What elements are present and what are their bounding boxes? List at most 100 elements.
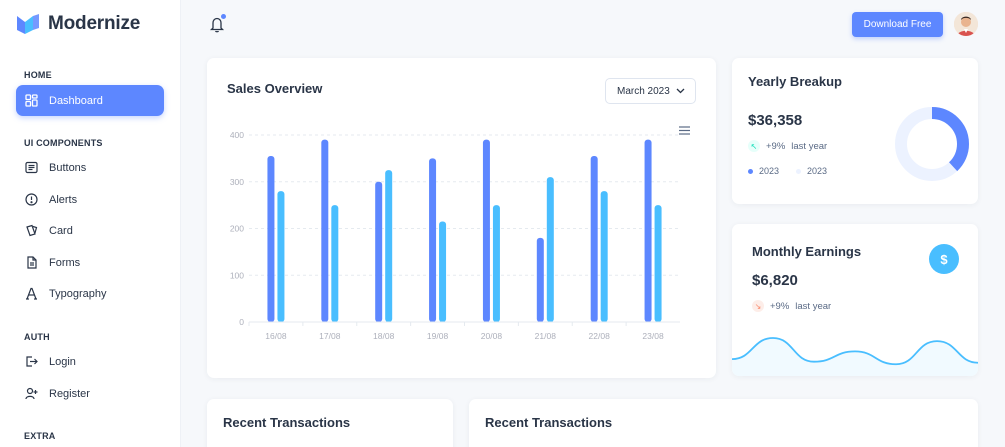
sidebar-item-card[interactable]: Card: [16, 215, 164, 246]
yearly-breakup-title: Yearly Breakup: [748, 74, 842, 89]
bar: [600, 191, 608, 322]
notification-dot: [221, 14, 226, 19]
legend-dot-secondary: [796, 168, 801, 174]
user-plus-icon: [24, 387, 38, 401]
chevron-down-icon: [676, 86, 685, 97]
x-tick-label: 22/08: [589, 331, 611, 341]
arrow-up-left-icon: ↖: [748, 140, 760, 152]
y-tick-label: 200: [230, 224, 244, 234]
bar: [277, 191, 285, 322]
month-select[interactable]: March 2023: [605, 78, 696, 104]
bar: [385, 170, 393, 322]
y-tick-label: 100: [230, 270, 244, 280]
alert-circle-icon: [24, 193, 38, 207]
typography-icon: [24, 287, 38, 301]
y-tick-label: 300: [230, 177, 244, 187]
bar: [536, 237, 544, 322]
x-tick-label: 18/08: [373, 331, 395, 341]
avatar[interactable]: [954, 12, 978, 36]
sidebar-item-forms[interactable]: Forms: [16, 247, 164, 278]
yearly-change: ↖ +9% last year: [748, 140, 827, 152]
recent-transactions-title: Recent Transactions: [223, 415, 351, 430]
recent-transactions-card: Recent Transactions: [469, 399, 978, 447]
nav-section-auth: AUTH: [24, 332, 50, 342]
currency-dollar-icon: $: [929, 244, 959, 274]
recent-transactions-title: Recent Transactions: [485, 415, 613, 430]
sidebar-item-login[interactable]: Login: [16, 346, 164, 377]
bar: [546, 177, 554, 322]
cards-icon: [24, 224, 38, 238]
sparkline-area: [732, 338, 978, 376]
sidebar-item-alerts[interactable]: Alerts: [16, 184, 164, 215]
bar: [267, 156, 275, 322]
bar: [590, 156, 598, 322]
sidebar-item-label: Dashboard: [49, 94, 103, 107]
monthly-earnings-card: Monthly Earnings $ $6,820 ↘ +9% last yea…: [732, 224, 978, 376]
modernize-logo-icon: [16, 13, 40, 35]
nav-section-ui-components: UI COMPONENTS: [24, 138, 103, 148]
x-tick-label: 21/08: [535, 331, 557, 341]
sparkline-line: [732, 337, 978, 366]
bar: [482, 139, 490, 322]
sidebar-item-register[interactable]: Register: [16, 378, 164, 409]
x-tick-label: 23/08: [642, 331, 664, 341]
download-free-button[interactable]: Download Free: [852, 12, 943, 37]
x-tick-label: 17/08: [319, 331, 341, 341]
sales-overview-card: Sales Overview March 2023 0 100 200 300 400 1…: [207, 58, 716, 378]
bar: [654, 205, 662, 322]
month-select-value: March 2023: [617, 85, 670, 97]
nav-section-extra: EXTRA: [24, 431, 56, 441]
x-tick-label: 16/08: [265, 331, 287, 341]
x-tick-label: 19/08: [427, 331, 449, 341]
article-icon: [24, 161, 38, 175]
sidebar-item-label: Typography: [49, 287, 107, 300]
earnings-sparkline: [732, 337, 978, 376]
bar: [644, 139, 652, 322]
monthly-change-value: +9%: [770, 300, 790, 312]
sidebar-item-label: Login: [49, 355, 76, 368]
bell-icon[interactable]: [209, 15, 225, 33]
sales-overview-title: Sales Overview: [227, 81, 323, 96]
sidebar-item-label: Register: [49, 387, 90, 400]
bar: [331, 205, 339, 322]
legend-item: 2023: [796, 166, 827, 176]
sidebar-item-label: Forms: [49, 256, 81, 269]
donut-segment: [895, 107, 969, 181]
brand-name: Modernize: [48, 13, 141, 34]
bar: [492, 205, 500, 322]
legend-dot-primary: [748, 168, 753, 174]
y-tick-label: 0: [239, 317, 244, 327]
y-tick-label: 400: [230, 130, 244, 140]
monthly-change-text: last year: [795, 300, 832, 312]
arrow-down-right-icon: ↘: [752, 300, 764, 312]
sidebar-item-label: Alerts: [49, 193, 78, 206]
sidebar-item-label: Buttons: [49, 161, 87, 174]
monthly-value: $6,820: [752, 272, 798, 289]
nav-section-home: HOME: [24, 70, 52, 80]
legend-item: 2023: [748, 166, 779, 176]
recent-transactions-card: Recent Transactions: [207, 399, 453, 447]
brand-logo[interactable]: Modernize: [16, 13, 140, 35]
dashboard-icon: [24, 94, 38, 108]
sidebar-item-label: Card: [49, 224, 73, 237]
yearly-breakup-card: Yearly Breakup $36,358 ↖ +9% last year 2…: [732, 58, 978, 204]
monthly-earnings-title: Monthly Earnings: [752, 244, 862, 259]
yearly-value: $36,358: [748, 112, 803, 129]
legend-label: 2023: [759, 166, 780, 176]
yearly-change-text: last year: [791, 140, 828, 152]
bar: [429, 158, 437, 322]
monthly-change: ↘ +9% last year: [752, 300, 831, 312]
bar: [321, 139, 329, 322]
bar: [439, 221, 447, 322]
login-icon: [24, 355, 38, 369]
sales-bar-chart: 0 100 200 300 400 16/08 17/08 18/08 19/08 20/08 21…: [230, 130, 680, 341]
sidebar-item-dashboard[interactable]: Dashboard: [16, 85, 164, 116]
sidebar-item-typography[interactable]: Typography: [16, 278, 164, 309]
sidebar-item-buttons[interactable]: Buttons: [16, 152, 164, 183]
yearly-change-value: +9%: [766, 140, 786, 152]
file-description-icon: [24, 256, 38, 270]
chart-menu-icon[interactable]: [679, 122, 690, 135]
x-tick-label: 20/08: [481, 331, 503, 341]
bar: [375, 181, 383, 322]
topbar: Download Free: [181, 0, 1005, 50]
